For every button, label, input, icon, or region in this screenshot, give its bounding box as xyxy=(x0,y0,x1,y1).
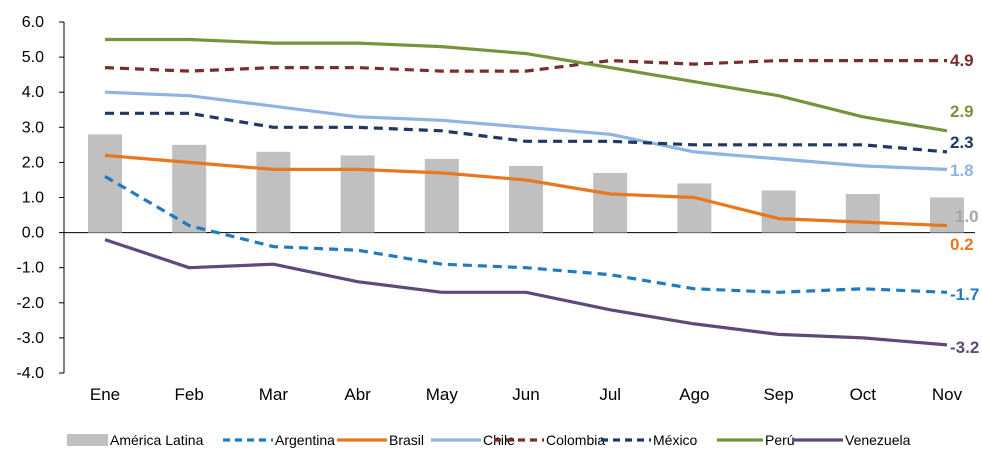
y-tick-label: 3.0 xyxy=(22,119,44,136)
line-brasil xyxy=(104,153,948,228)
legend-label-mexico: México xyxy=(653,432,698,448)
bar-america-latina xyxy=(593,172,628,233)
y-tick-label: -1.0 xyxy=(16,260,44,277)
line-colombia xyxy=(104,58,947,73)
x-tick-label: Nov xyxy=(932,385,963,404)
x-tick-label: Feb xyxy=(175,385,204,404)
bar-america-latina xyxy=(930,197,964,233)
legend-label-argentina: Argentina xyxy=(275,432,335,448)
y-tick-label: 0.0 xyxy=(22,225,44,242)
end-label-argentina: -1.7 xyxy=(950,285,979,304)
end-label-mexico: 2.3 xyxy=(950,133,974,152)
line-argentina xyxy=(104,175,948,294)
end-label-venezuela: -3.2 xyxy=(950,338,979,357)
bar-america-latina xyxy=(424,158,459,233)
end-label-peru: 2.9 xyxy=(950,102,974,121)
x-tick-label: Oct xyxy=(850,385,877,404)
line-venezuela xyxy=(104,238,948,347)
x-tick-label: May xyxy=(426,385,459,404)
bar-america-latina xyxy=(256,151,291,233)
x-tick-label: Sep xyxy=(763,385,793,404)
bar-america-latina xyxy=(340,155,375,233)
line-peru xyxy=(105,37,948,133)
end-label-america-latina: 1.0 xyxy=(955,207,979,226)
bar-america-latina xyxy=(677,183,712,233)
end-label-colombia: 4.9 xyxy=(950,51,974,70)
legend-label-brasil: Brasil xyxy=(389,432,424,448)
x-tick-label: Ene xyxy=(90,385,120,404)
bar-america-latina xyxy=(88,134,122,233)
y-tick-label: 1.0 xyxy=(22,190,44,207)
x-tick-label: Ago xyxy=(679,385,709,404)
line-chile xyxy=(104,90,948,171)
bars xyxy=(88,134,964,233)
legend-label-colombia: Colombia xyxy=(546,432,605,448)
legend: América Latina Argentina Brasil Chile Colomb… xyxy=(67,432,911,448)
y-tick-label: -4.0 xyxy=(16,365,44,382)
x-axis: Ene Feb Mar Abr May Jun Jul Ago Sep Oct Nov xyxy=(90,385,963,404)
end-labels: -1.7 0.2 1.8 4.9 2.3 2.9 -3.2 1.0 xyxy=(950,51,979,357)
bar-america-latina xyxy=(172,144,207,233)
y-tick-label: 2.0 xyxy=(22,154,44,171)
lines xyxy=(104,37,948,347)
x-tick-label: Jun xyxy=(512,385,539,404)
y-tick-label: 4.0 xyxy=(22,84,44,101)
x-tick-label: Jul xyxy=(599,385,621,404)
x-tick-label: Abr xyxy=(344,385,371,404)
legend-label-venezuela: Venezuela xyxy=(845,432,911,448)
y-tick-label: -2.0 xyxy=(16,295,44,312)
legend-label-peru: Perú xyxy=(765,432,795,448)
line-mexico xyxy=(105,111,948,154)
legend-swatch-america-latina xyxy=(67,434,108,446)
y-tick-label: 5.0 xyxy=(22,49,44,66)
x-tick-label: Mar xyxy=(259,385,289,404)
end-label-chile: 1.8 xyxy=(950,161,974,180)
y-tick-label: -3.0 xyxy=(16,330,44,347)
bar-america-latina xyxy=(845,193,880,233)
bar-america-latina xyxy=(761,190,796,233)
y-tick-label: 6.0 xyxy=(22,14,44,31)
y-axis: 6.0 5.0 4.0 3.0 2.0 1.0 0.0 -1.0 -2.0 -3.0 -4.0 xyxy=(16,14,975,382)
end-label-brasil: 0.2 xyxy=(950,235,974,254)
bar-america-latina xyxy=(509,165,543,233)
legend-label-america-latina: América Latina xyxy=(110,432,204,448)
